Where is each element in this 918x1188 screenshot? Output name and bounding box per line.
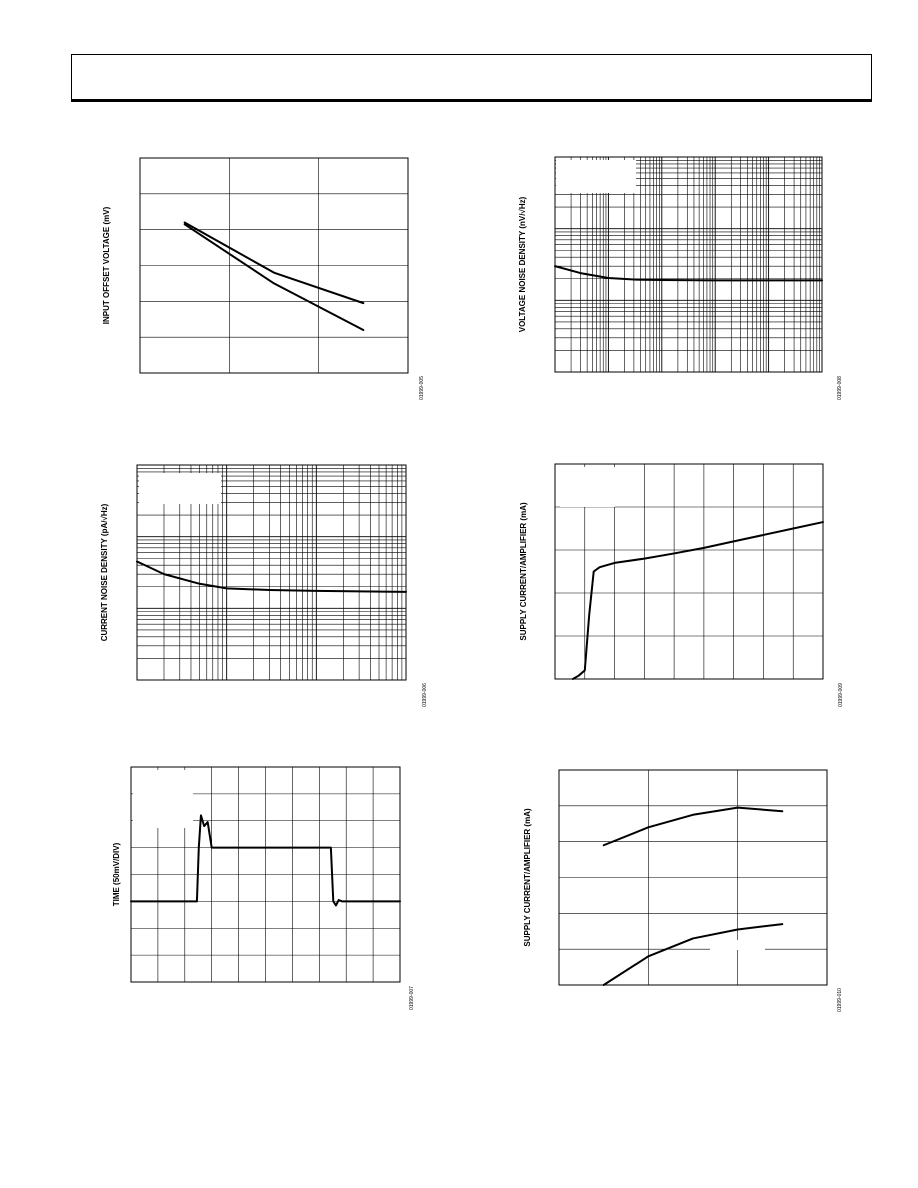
data-series-group (183, 221, 365, 331)
y-axis-label: CURRENT NOISE DENSITY (pA/√Hz) (100, 503, 109, 641)
figure-id: 01999-010 (837, 988, 843, 1012)
chart-input-offset-voltage: INPUT OFFSET VOLTAGE (mV) 01999-005 (102, 157, 425, 400)
series-line-2 (602, 923, 784, 986)
series-line-1 (554, 265, 823, 282)
series-line-1 (571, 521, 824, 680)
chart-pulse-response: TIME (50mV/DIV) 01999-007 (112, 766, 415, 1010)
figure-id: 01999-009 (838, 683, 844, 707)
chart-current-noise-density: CURRENT NOISE DENSITY (pA/√Hz) 01999-006 (100, 464, 428, 707)
figure-id: 01999-005 (419, 376, 425, 400)
figure-id: 01999-008 (837, 376, 843, 400)
data-series-group (136, 560, 407, 593)
chart-supply-current-vs-voltage: SUPPLY CURRENT/AMPLIFIER (mA) 01999-009 (519, 463, 844, 707)
y-axis-label: INPUT OFFSET VOLTAGE (mV) (102, 206, 111, 324)
data-series-group (554, 265, 823, 282)
figure-id: 01999-007 (409, 986, 415, 1010)
plot-grid (139, 157, 409, 374)
y-axis-label: SUPPLY CURRENT/AMPLIFIER (mA) (519, 502, 528, 641)
figure-id: 01999-006 (422, 683, 428, 707)
page-header-box (71, 54, 872, 102)
series-line-1 (183, 221, 365, 305)
series-line-2 (183, 223, 365, 331)
plot-grid (136, 464, 407, 681)
series-line-1 (130, 814, 401, 907)
y-axis-label: SUPPLY CURRENT/AMPLIFIER (mA) (523, 808, 532, 947)
y-axis-label: VOLTAGE NOISE DENSITY (nV/√Hz) (518, 196, 527, 332)
data-series-group (130, 814, 401, 907)
plot-grid (558, 769, 828, 986)
chart-voltage-noise-density: VOLTAGE NOISE DENSITY (nV/√Hz) 01999-008 (518, 156, 843, 400)
series-line-1 (602, 806, 784, 847)
chart-supply-current-vs-temperature: SUPPLY CURRENT/AMPLIFIER (mA) 01999-010 (523, 769, 843, 1012)
data-series-group (571, 521, 824, 680)
data-series-group (602, 806, 784, 986)
y-axis-label: TIME (50mV/DIV) (112, 842, 121, 906)
series-line-1 (136, 560, 407, 593)
